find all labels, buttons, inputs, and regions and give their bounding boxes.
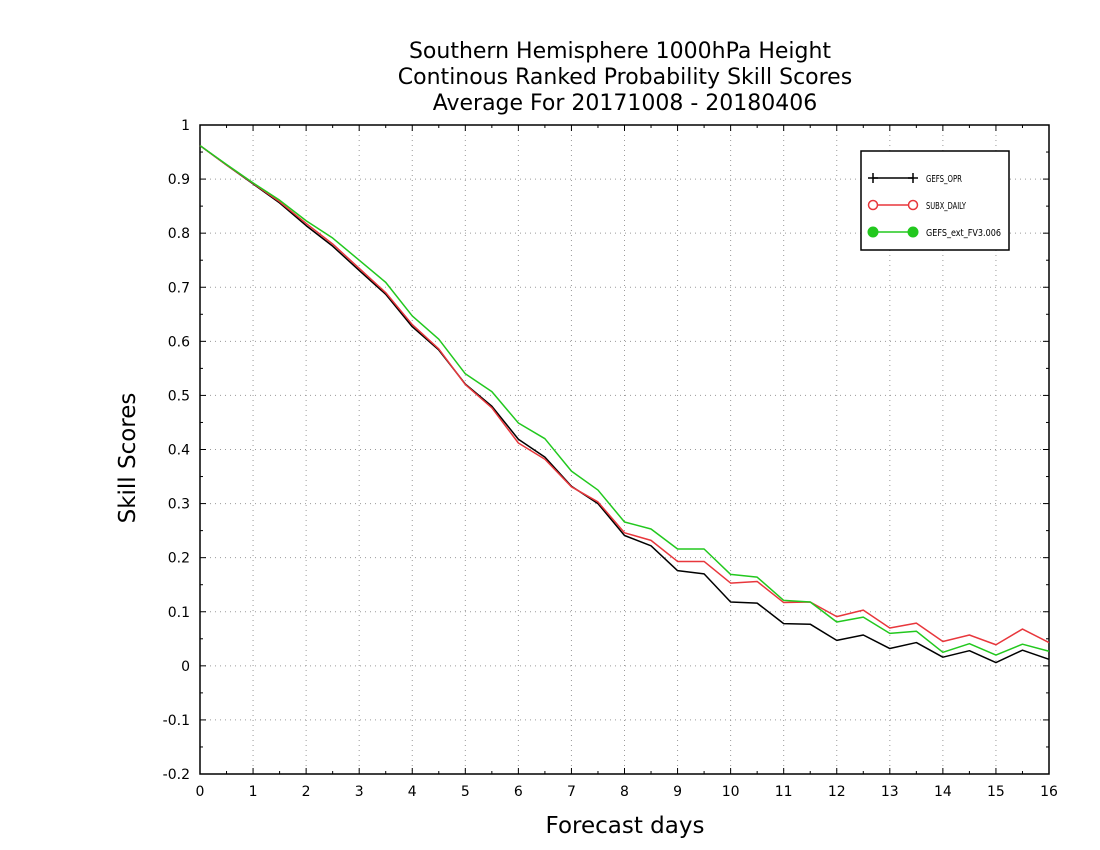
x-tick-label: 13 bbox=[881, 784, 899, 800]
x-tick-label: 5 bbox=[461, 784, 470, 800]
x-tick-label: 1 bbox=[249, 784, 258, 800]
x-tick-label: 9 bbox=[673, 784, 682, 800]
series-line-gefs-opr bbox=[199, 144, 1050, 664]
legend-entries: GEFS_OPR SUBX_DAILY GEFS_ext_FV3.006 bbox=[867, 173, 1001, 239]
open-circle-marker-icon bbox=[907, 199, 919, 211]
legend-label: GEFS_OPR bbox=[926, 174, 962, 185]
x-axis-tick-labels: 0 1 2 3 4 5 6 7 8 9 10 11 12 13 14 15 16 bbox=[196, 784, 1058, 800]
axis-ticks bbox=[199, 124, 1050, 775]
x-tick-label: 4 bbox=[408, 784, 417, 800]
x-tick-label: 2 bbox=[302, 784, 311, 800]
plus-marker-icon bbox=[868, 173, 878, 183]
y-tick-label: 0.8 bbox=[168, 226, 190, 242]
x-tick-label: 16 bbox=[1040, 784, 1058, 800]
y-tick-label: 0.4 bbox=[168, 443, 190, 459]
data-series bbox=[199, 144, 1050, 664]
y-axis-label: Skill Scores bbox=[115, 393, 141, 524]
y-tick-label: 0.2 bbox=[168, 551, 190, 567]
gridlines bbox=[200, 125, 1049, 774]
title-line-2: Continous Ranked Probability Skill Score… bbox=[398, 65, 852, 90]
y-tick-label: -0.2 bbox=[163, 767, 190, 783]
title-line-3: Average For 20171008 - 20180406 bbox=[433, 91, 818, 116]
x-tick-label: 7 bbox=[567, 784, 576, 800]
chart-title: Southern Hemisphere 1000hPa Height Conti… bbox=[398, 39, 852, 116]
legend-entry: SUBX_DAILY bbox=[867, 199, 966, 212]
filled-circle-marker-icon bbox=[907, 226, 919, 238]
x-tick-label: 12 bbox=[828, 784, 846, 800]
series-line-gefs-ext-fv3-006 bbox=[199, 144, 1050, 656]
y-tick-label: 0.3 bbox=[168, 497, 190, 513]
chart-legend: GEFS_OPR SUBX_DAILY GEFS_ext_FV3.006 bbox=[860, 150, 1010, 251]
filled-circle-marker-icon bbox=[867, 226, 879, 238]
legend-entry: GEFS_ext_FV3.006 bbox=[867, 226, 1001, 239]
legend-label: SUBX_DAILY bbox=[926, 201, 966, 212]
y-tick-label: 0.7 bbox=[168, 280, 190, 296]
y-tick-label: 0.5 bbox=[168, 388, 190, 404]
y-tick-label: 0.1 bbox=[168, 605, 190, 621]
x-tick-label: 15 bbox=[987, 784, 1005, 800]
x-tick-label: 11 bbox=[775, 784, 793, 800]
legend-entry: GEFS_OPR bbox=[868, 173, 962, 185]
y-tick-label: 0.9 bbox=[168, 172, 190, 188]
x-tick-label: 0 bbox=[196, 784, 205, 800]
x-tick-label: 14 bbox=[934, 784, 952, 800]
open-circle-marker-icon bbox=[867, 199, 879, 211]
series-line-subx-daily bbox=[199, 144, 1050, 646]
x-axis-label: Forecast days bbox=[546, 813, 705, 839]
plus-marker-icon bbox=[908, 173, 918, 183]
x-tick-label: 3 bbox=[355, 784, 364, 800]
legend-box bbox=[860, 150, 1010, 251]
legend-label: GEFS_ext_FV3.006 bbox=[926, 228, 1001, 239]
y-tick-label: 0.6 bbox=[168, 334, 190, 350]
y-tick-label: 0 bbox=[181, 659, 190, 675]
x-tick-label: 10 bbox=[722, 784, 740, 800]
y-tick-label: -0.1 bbox=[163, 713, 190, 729]
title-line-1: Southern Hemisphere 1000hPa Height bbox=[409, 39, 831, 64]
y-tick-label: 1 bbox=[181, 118, 190, 134]
x-tick-label: 8 bbox=[620, 784, 629, 800]
y-axis-tick-labels: -0.2 -0.1 0 0.1 0.2 0.3 0.4 0.5 0.6 0.7 0.8 0.9 1 bbox=[163, 118, 190, 783]
x-tick-label: 6 bbox=[514, 784, 523, 800]
